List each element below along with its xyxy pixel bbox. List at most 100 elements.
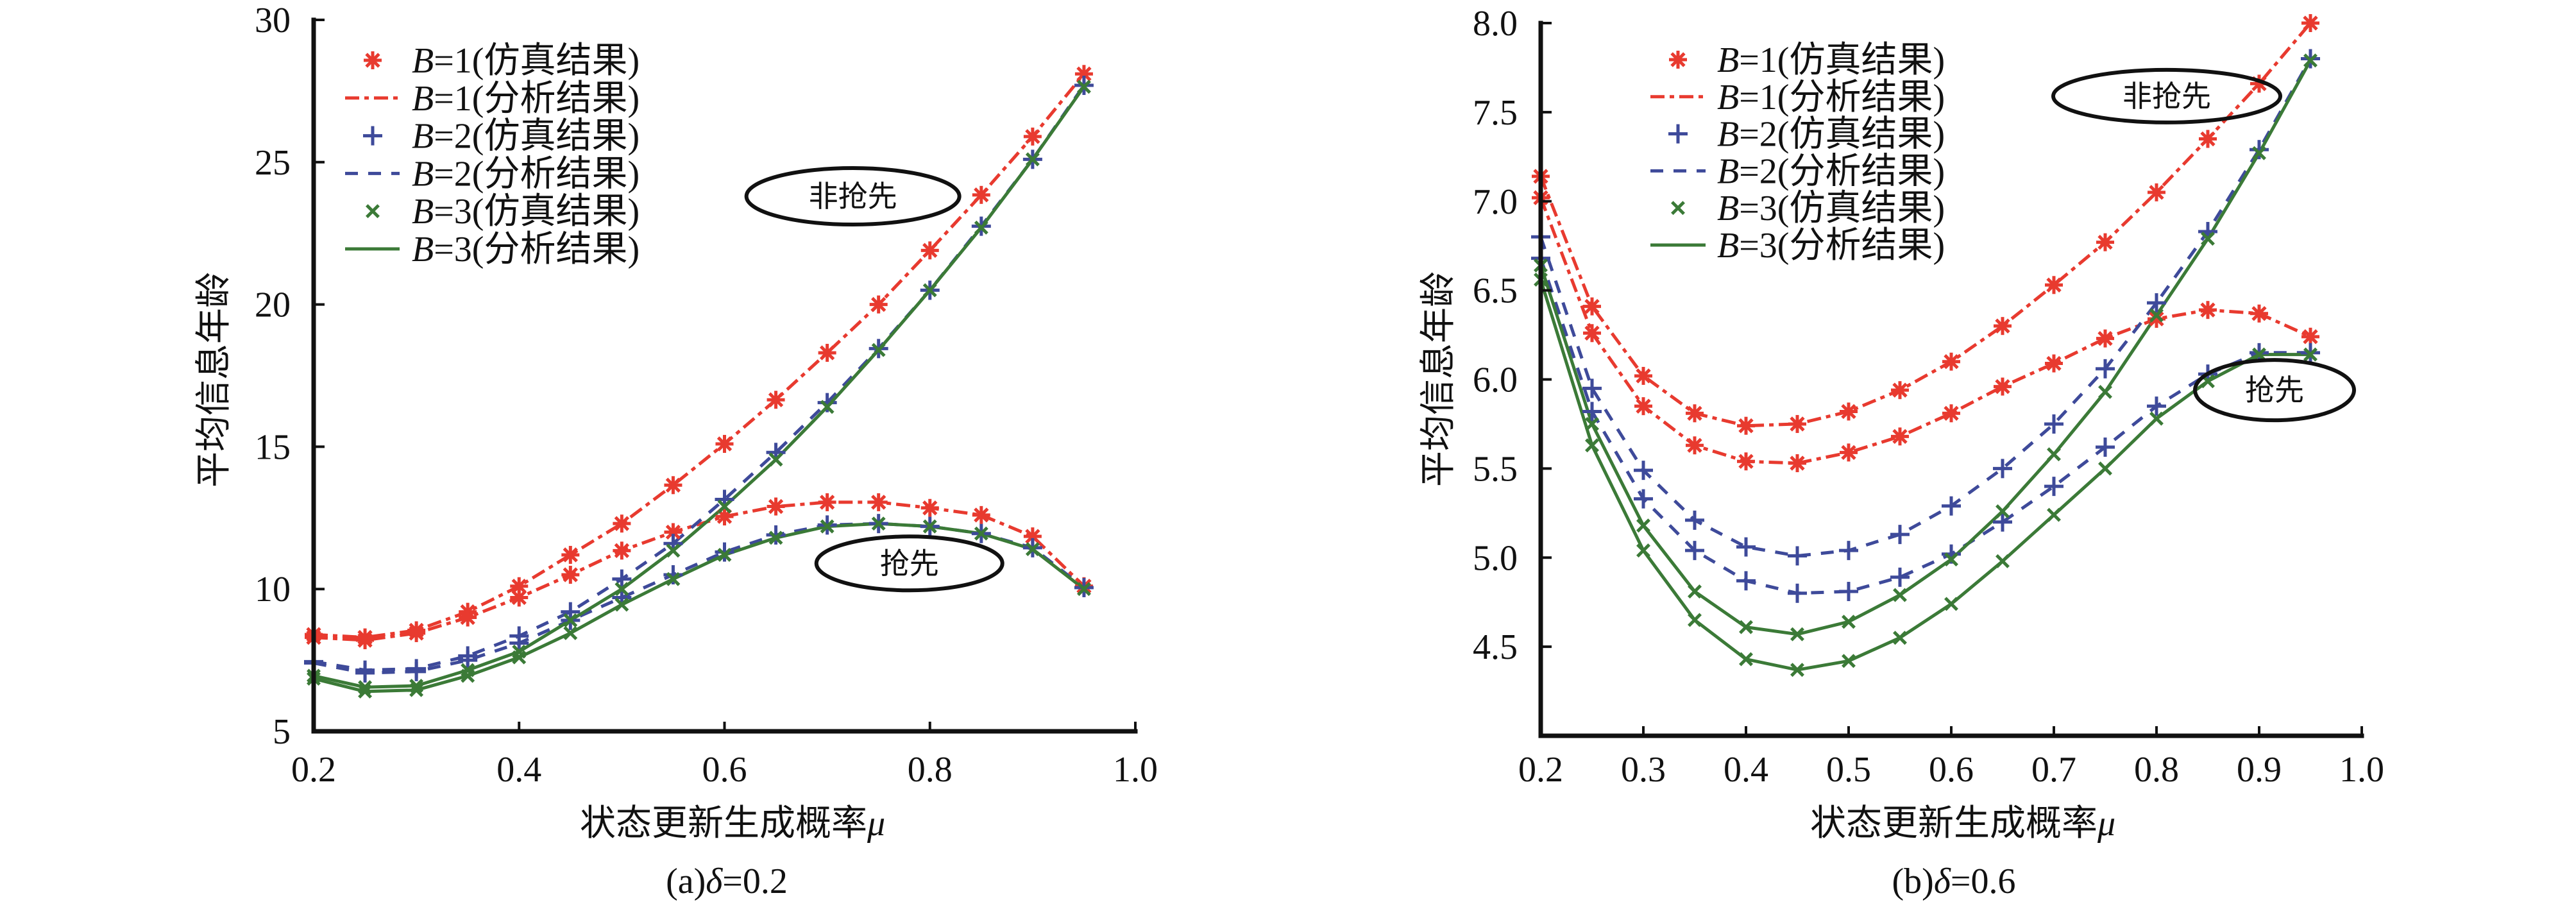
data-point-b1-non-preemptive <box>920 241 939 260</box>
x-tick-label: 0.2 <box>291 750 336 790</box>
data-point-b3-preemptive <box>922 519 937 534</box>
data-point-b3-non-preemptive <box>2098 384 2112 399</box>
data-point-b2-preemptive <box>2044 477 2063 497</box>
data-point-b3-preemptive <box>717 548 732 562</box>
data-point-b3-preemptive <box>461 668 475 683</box>
data-point-b1-preemptive <box>1840 443 1858 462</box>
series-line-b1-non-preemptive <box>313 72 1085 640</box>
data-point-b1-non-preemptive <box>2301 14 2319 32</box>
data-point-b2-preemptive <box>355 663 375 683</box>
x-axis-label-symbol: μ <box>2097 804 2115 844</box>
data-point-b1-preemptive <box>2045 354 2063 373</box>
data-point-b3-preemptive <box>768 531 783 545</box>
data-point-b3-preemptive <box>1076 582 1091 597</box>
data-point-b2-non-preemptive <box>1993 459 2012 479</box>
data-point-b2-preemptive <box>1685 541 1704 561</box>
legend-suffix: =2(分析结果) <box>1739 151 1945 191</box>
data-point-b3-preemptive <box>1636 543 1650 558</box>
legend-suffix: =2(仿真结果) <box>434 117 640 157</box>
legend-item: B=1(分析结果) <box>345 79 640 119</box>
legend-label: B=2(分析结果) <box>412 154 640 194</box>
data-point-b3-preemptive <box>1790 663 1804 677</box>
data-point-b3-preemptive <box>614 597 629 612</box>
asterisk-marker-icon <box>364 51 382 69</box>
data-point-b3-non-preemptive <box>666 543 681 558</box>
legend-suffix: =2(分析结果) <box>434 154 640 194</box>
data-point-b1-preemptive <box>869 493 888 511</box>
data-point-b3-preemptive <box>1944 597 1958 611</box>
data-point-b1-non-preemptive <box>972 185 990 204</box>
data-point-b2-non-preemptive <box>1788 546 1807 566</box>
data-point-b1-preemptive <box>2250 304 2268 323</box>
data-point-b3-preemptive <box>974 526 988 541</box>
legend-suffix: =3(仿真结果) <box>1739 189 1945 228</box>
data-point-b1-non-preemptive <box>1737 416 1755 435</box>
x-tick-label: 0.4 <box>496 750 541 790</box>
x-tick-label: 0.7 <box>2031 750 2076 790</box>
legend-suffix: =1(分析结果) <box>1739 78 1945 117</box>
data-point-b2-preemptive <box>1890 567 1910 587</box>
data-point-b1-non-preemptive <box>1788 414 1806 433</box>
x-tick-label: 0.6 <box>1929 750 1974 790</box>
data-point-b1-non-preemptive <box>1634 366 1652 385</box>
data-point-b1-non-preemptive <box>1942 352 1960 371</box>
chart-panel-a: 5 10 15 20 25 30 0.2 0.4 0.6 0.8 1.0 平均信息年龄状态更新生成概率… <box>194 1 1158 901</box>
data-point-b1-preemptive <box>1634 397 1652 416</box>
data-point-b2-preemptive <box>1634 489 1653 509</box>
data-point-b3-non-preemptive <box>1585 416 1599 431</box>
data-point-b1-preemptive <box>407 624 426 642</box>
data-point-b3-preemptive <box>358 684 373 699</box>
annotation-non-preemptive: 非抢先 <box>744 166 962 227</box>
y-tick-label: 20 <box>255 285 291 325</box>
data-point-b3-non-preemptive <box>2201 232 2215 246</box>
annotation-ellipse <box>2193 358 2356 423</box>
data-point-b1-preemptive <box>1788 454 1806 473</box>
data-point-b2-preemptive <box>2147 396 2166 416</box>
data-point-b1-preemptive <box>2301 327 2319 346</box>
y-tick-label: 6.0 <box>1473 361 1518 400</box>
legend-suffix: =1(仿真结果) <box>434 41 640 81</box>
annotation-label: 抢先 <box>2245 374 2304 407</box>
legend-label: B=2(仿真结果) <box>412 117 640 157</box>
data-point-b3-non-preemptive <box>717 499 732 514</box>
asterisk-marker-icon <box>1669 51 1687 69</box>
legend-label: B=3(仿真结果) <box>1717 189 1945 228</box>
legend-label: B=1(仿真结果) <box>1717 40 1945 80</box>
legend-label: B=1(仿真结果) <box>412 41 640 81</box>
data-point-b2-preemptive <box>2096 438 2115 457</box>
data-point-b3-preemptive <box>1842 654 1856 668</box>
data-point-b1-preemptive <box>818 493 836 511</box>
data-point-b1-preemptive <box>2148 310 2165 328</box>
data-point-b1-non-preemptive <box>1686 404 1704 423</box>
data-point-b2-non-preemptive <box>2250 140 2269 160</box>
data-point-b3-preemptive <box>1585 438 1599 453</box>
data-point-b2-preemptive <box>458 650 478 670</box>
legend-item: B=3(仿真结果) <box>1671 189 1945 228</box>
data-point-b3-non-preemptive <box>1636 518 1650 533</box>
y-tick-label: 10 <box>255 570 291 609</box>
legend-suffix: =3(分析结果) <box>434 230 640 269</box>
annotation-ellipse <box>814 534 1004 593</box>
panel-caption: (a)δ=0.2 <box>666 862 788 901</box>
data-point-b1-preemptive <box>1891 427 1909 446</box>
y-tick-label: 6.5 <box>1473 271 1518 311</box>
legend-label: B=3(仿真结果) <box>412 192 640 232</box>
data-point-b3-preemptive <box>512 650 527 665</box>
data-point-b1-non-preemptive <box>664 476 682 495</box>
series-line-b3-non-preemptive <box>313 85 1085 689</box>
x-tick-label: 0.8 <box>2134 750 2179 790</box>
y-tick-label: 30 <box>255 1 291 40</box>
data-point-b1-preemptive <box>510 588 529 607</box>
data-point-b3-preemptive <box>871 516 886 531</box>
series-line-b3-non-preemptive <box>1539 60 2312 636</box>
data-point-b2-non-preemptive <box>1839 541 1858 561</box>
legend: B=1(仿真结果)B=1(分析结果)B=2(仿真结果)B=2(分析结果)B=3(… <box>1650 40 1945 266</box>
plus-marker-icon <box>1668 124 1688 144</box>
data-point-b3-preemptive <box>1739 652 1753 667</box>
legend-suffix: =1(分析结果) <box>434 79 640 119</box>
x-marker-icon <box>366 204 380 219</box>
data-point-b1-preemptive <box>715 507 734 526</box>
legend-variable: B <box>1717 115 1739 155</box>
data-point-b2-preemptive <box>766 525 786 545</box>
legend-variable: B <box>412 117 434 157</box>
